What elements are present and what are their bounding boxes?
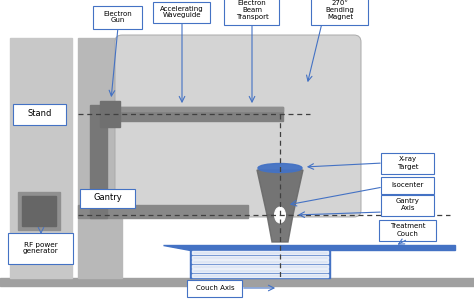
Bar [78, 38, 122, 278]
Bar [108, 107, 283, 111]
Text: Isocenter: Isocenter [392, 182, 424, 188]
Polygon shape [267, 215, 293, 242]
Polygon shape [257, 170, 303, 215]
FancyBboxPatch shape [311, 0, 368, 24]
Bar [192, 274, 328, 277]
Bar [192, 251, 328, 254]
FancyBboxPatch shape [382, 195, 435, 216]
Bar [108, 107, 283, 121]
FancyBboxPatch shape [382, 177, 435, 193]
Bar [100, 101, 120, 127]
Bar [22, 196, 56, 226]
Bar [0, 278, 474, 286]
Text: RF power
generator: RF power generator [23, 242, 59, 254]
FancyBboxPatch shape [81, 188, 136, 207]
Text: Electron
Beam
Transport: Electron Beam Transport [236, 0, 268, 20]
FancyBboxPatch shape [115, 35, 361, 217]
Text: 270°
Bending
Magnet: 270° Bending Magnet [326, 0, 355, 20]
Bar [192, 260, 328, 263]
Text: Treatment
Couch: Treatment Couch [390, 224, 426, 236]
Bar [192, 269, 328, 272]
FancyBboxPatch shape [13, 103, 66, 124]
FancyBboxPatch shape [382, 152, 435, 174]
Ellipse shape [258, 163, 302, 173]
Bar [10, 38, 72, 278]
Ellipse shape [274, 207, 285, 223]
FancyBboxPatch shape [225, 0, 280, 24]
Text: X-ray
Target: X-ray Target [397, 156, 419, 170]
FancyBboxPatch shape [93, 5, 143, 28]
Bar [192, 265, 328, 268]
FancyBboxPatch shape [154, 2, 210, 23]
Bar [108, 107, 283, 121]
Bar [100, 101, 120, 127]
Text: Couch Axis: Couch Axis [196, 285, 234, 291]
Text: Gantry
Axis: Gantry Axis [396, 199, 420, 211]
FancyBboxPatch shape [9, 232, 73, 264]
FancyBboxPatch shape [188, 279, 243, 296]
Bar [192, 256, 328, 259]
Bar [190, 250, 330, 278]
Text: Gantry: Gantry [94, 193, 122, 203]
Bar [18, 192, 60, 230]
Bar [78, 205, 248, 218]
FancyBboxPatch shape [380, 220, 437, 241]
Text: Accelerating
Waveguide: Accelerating Waveguide [160, 5, 204, 19]
Text: Electron
Gun: Electron Gun [104, 10, 132, 23]
Text: Stand: Stand [28, 109, 52, 119]
Polygon shape [163, 245, 455, 250]
Bar [90, 105, 107, 218]
